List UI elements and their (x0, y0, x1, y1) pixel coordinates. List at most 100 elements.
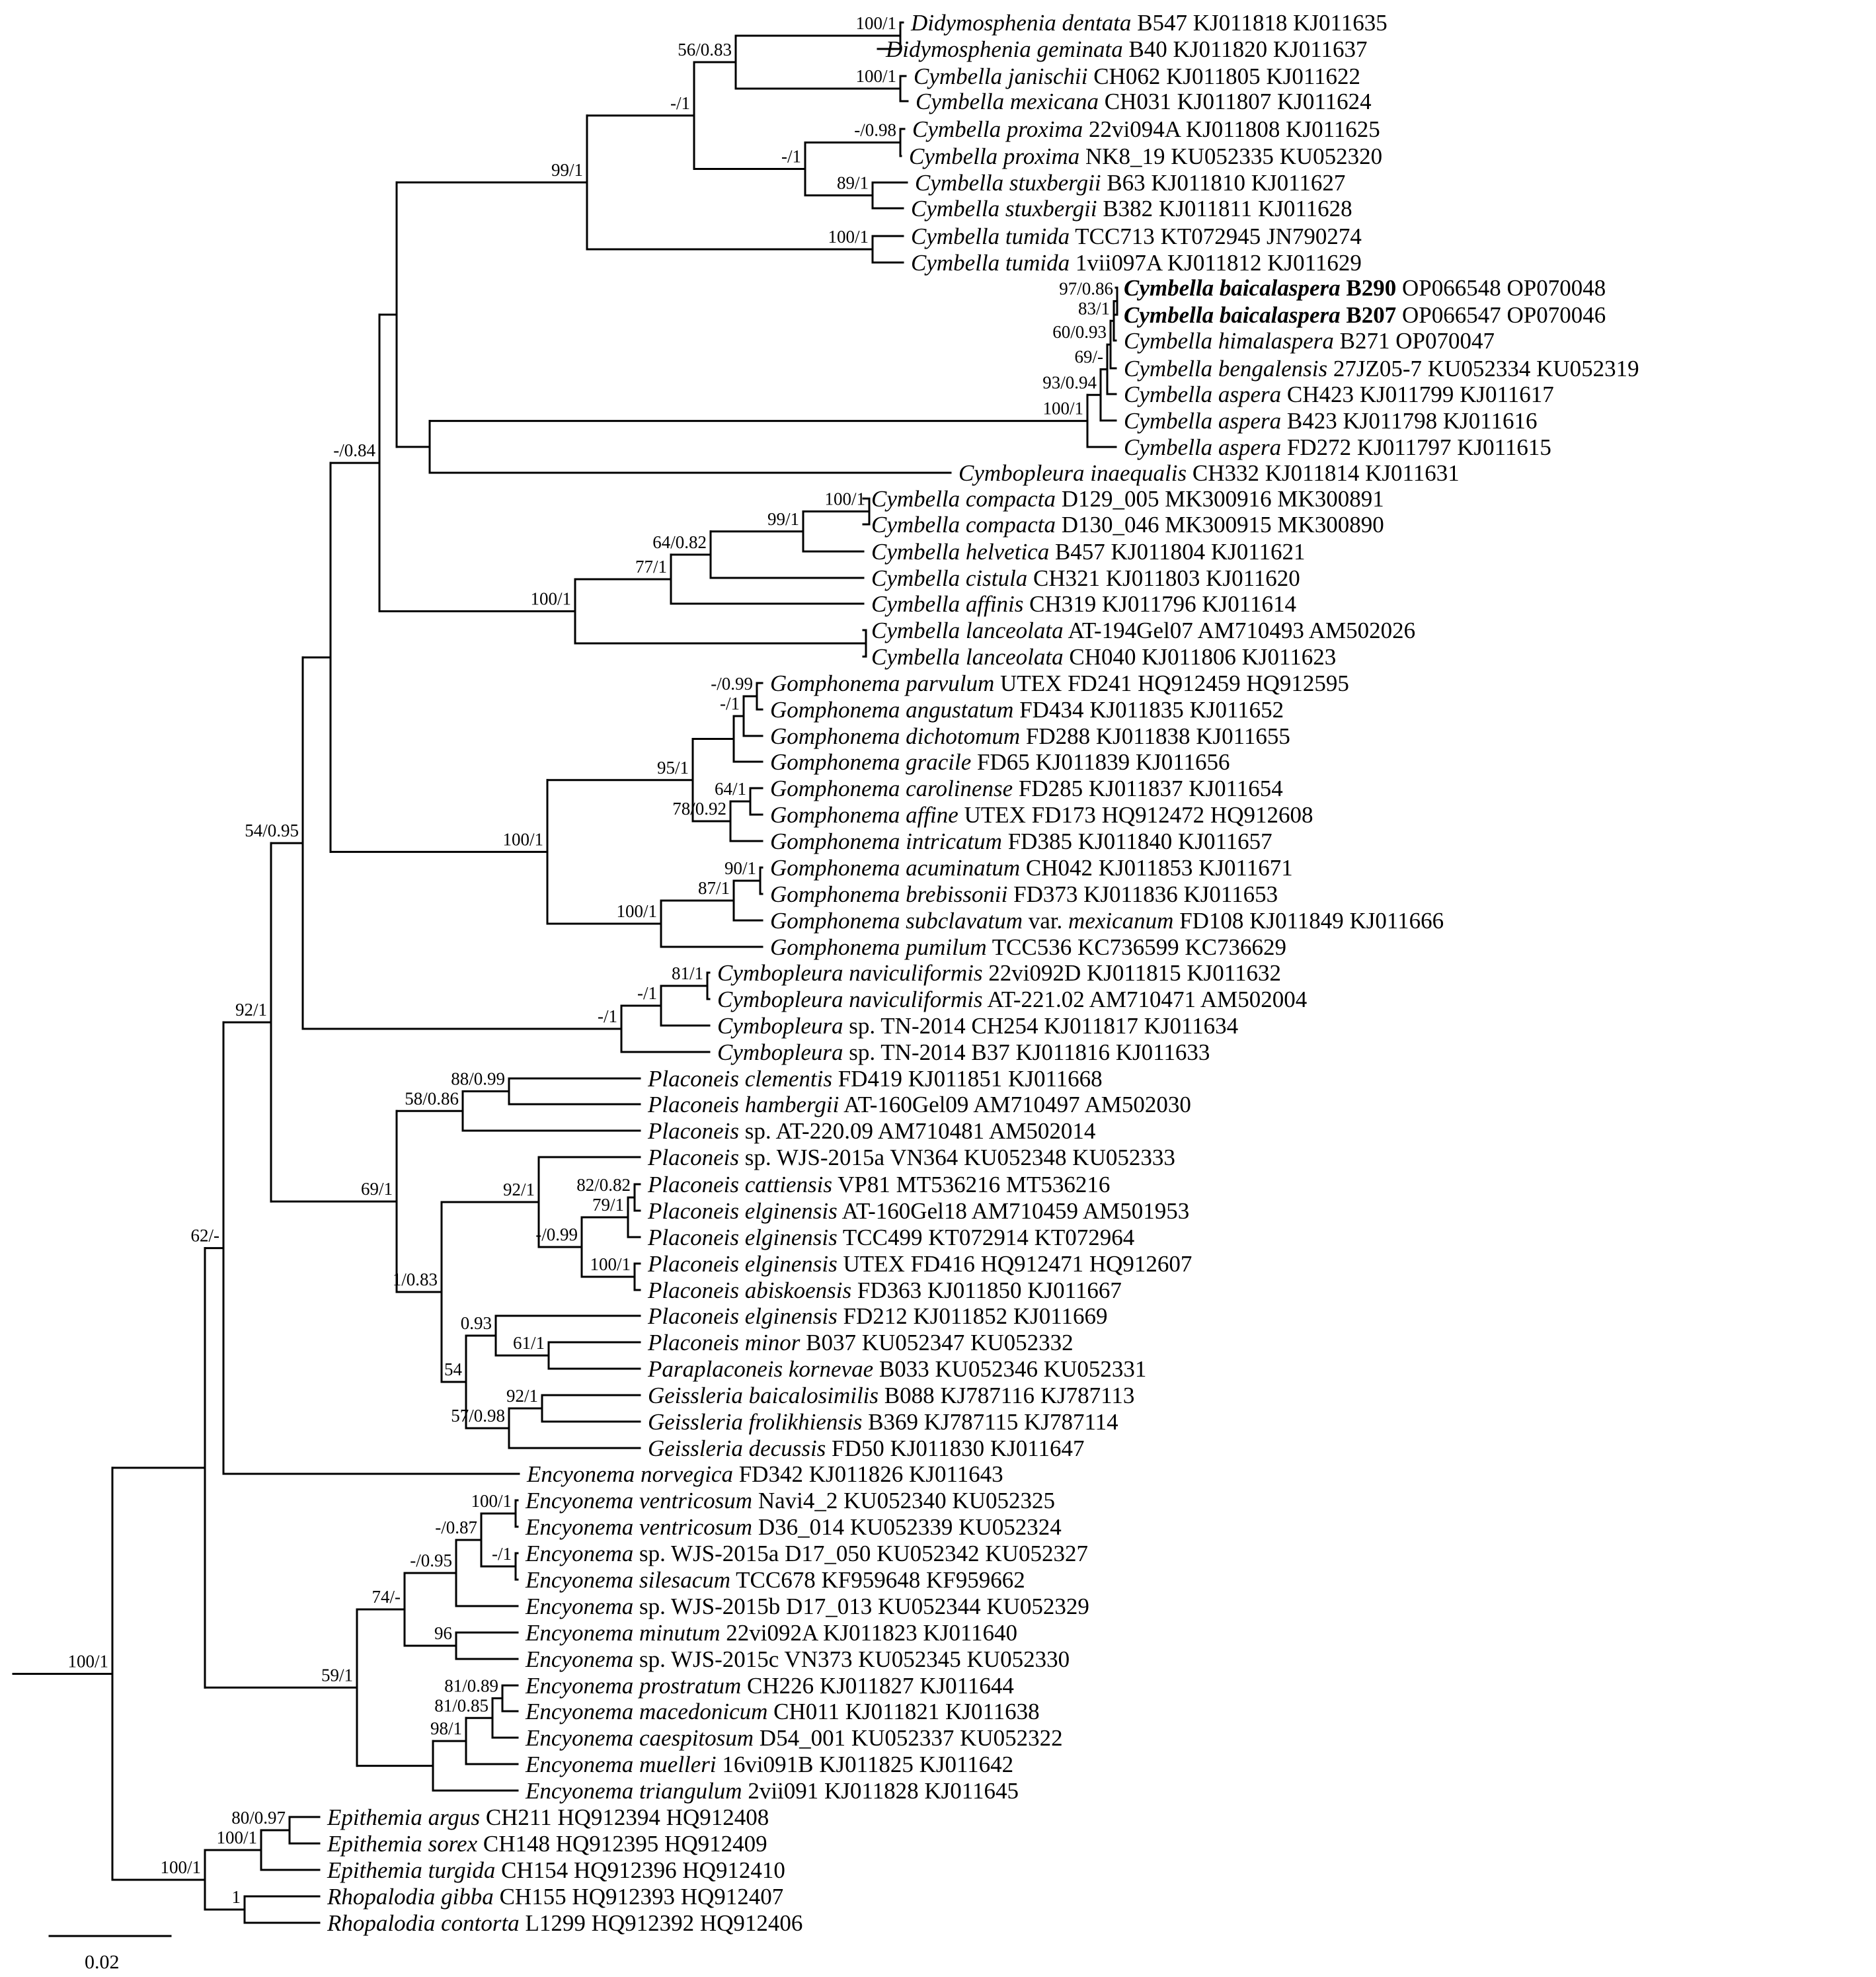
taxon-label: Gomphonema intricatum FD385 KJ011840 KJ0… (770, 828, 1272, 854)
taxon-name: Gomphonema affine (770, 802, 958, 828)
taxon-label: Cymbella compacta D130_046 MK300915 MK30… (871, 512, 1384, 538)
taxon-name: Didymosphenia geminata (885, 36, 1123, 62)
taxon-accession: CH042 KJ011853 KJ011671 (1020, 855, 1293, 881)
support-value: 100/1 (855, 66, 896, 86)
taxon-accession: 2vii091 KJ011828 KJ011645 (742, 1778, 1019, 1804)
support-value: 100/1 (824, 489, 865, 509)
taxon-accession: D54_001 KU052337 KU052322 (754, 1725, 1063, 1751)
taxon-accession: CH011 KJ011821 KJ011638 (767, 1699, 1039, 1724)
taxon-name: Cymbella stuxbergii (915, 170, 1101, 196)
taxon-label: Gomphonema acuminatum CH042 KJ011853 KJ0… (770, 855, 1293, 881)
taxon-label: Encyonema triangulum 2vii091 KJ011828 KJ… (525, 1778, 1019, 1804)
taxon-name: Placoneis cattiensis (647, 1172, 832, 1197)
taxon-name: Encyonema norvegica (526, 1461, 733, 1487)
taxon-label: Cymbella himalaspera B271 OP070047 (1124, 328, 1495, 354)
support-value: -/1 (781, 147, 801, 167)
taxon-accession: FD434 KJ011835 KJ011652 (1013, 697, 1284, 723)
taxon-accession-extra: OP066548 OP070048 (1396, 275, 1606, 301)
taxon-name: Encyonema (525, 1594, 633, 1619)
taxon-accession: B369 KJ787115 KJ787114 (862, 1409, 1118, 1435)
taxon-accession: AT-194Gel07 AM710493 AM502026 (1064, 618, 1416, 643)
taxon-accession: CH321 KJ011803 KJ011620 (1027, 565, 1300, 591)
taxon-name: Gomphonema intricatum (770, 828, 1002, 854)
taxon-label: Cymbella bengalensis 27JZ05-7 KU052334 K… (1124, 356, 1639, 382)
support-value: 64/0.82 (652, 532, 707, 552)
taxon-accession: D36_014 KU052339 KU052324 (752, 1514, 1062, 1540)
support-value: 61/1 (513, 1333, 545, 1353)
taxon-name: Geissleria frolikhiensis (648, 1409, 862, 1435)
taxon-label: Gomphonema dichotomum FD288 KJ011838 KJ0… (770, 723, 1290, 749)
taxon-label: Cymbopleura sp. TN-2014 CH254 KJ011817 K… (717, 1013, 1238, 1039)
support-value: -/0.99 (535, 1225, 578, 1244)
taxon-label: Gomphonema gracile FD65 KJ011839 KJ01165… (770, 749, 1230, 775)
taxon-name: Epithemia sorex (327, 1831, 478, 1857)
taxon-label: Cymbella baicalaspera B290 OP066548 OP07… (1124, 275, 1606, 301)
support-value: 87/1 (698, 878, 730, 898)
taxon-name: Cymbella helvetica (871, 539, 1049, 565)
support-value: 100/1 (590, 1254, 631, 1274)
taxon-label: Cymbella janischii CH062 KJ011805 KJ0116… (914, 63, 1360, 89)
support-value: 100/1 (67, 1651, 108, 1671)
taxon-label: Encyonema ventricosum D36_014 KU052339 K… (525, 1514, 1062, 1540)
taxon-accession: sp. TN-2014 CH254 KJ011817 KJ011634 (843, 1013, 1239, 1039)
taxon-label: Cymbella tumida 1vii097A KJ011812 KJ0116… (911, 250, 1362, 276)
taxon-label: Placoneis elginensis UTEX FD416 HQ912471… (647, 1251, 1192, 1277)
support-value: -/1 (598, 1006, 617, 1026)
taxon-label: Cymbella mexicana CH031 KJ011807 KJ01162… (916, 89, 1372, 114)
support-value: 92/1 (235, 1000, 267, 1020)
taxon-labels: Didymosphenia dentata B547 KJ011818 KJ01… (327, 10, 1639, 1936)
taxon-accession: sp. WJS-2015c VN373 KU052345 KU052330 (633, 1646, 1070, 1672)
taxon-name: Didymosphenia dentata (910, 10, 1131, 36)
support-value: 83/1 (1078, 298, 1110, 318)
taxon-name: Encyonema caespitosum (525, 1725, 754, 1751)
taxon-label: Cymbella stuxbergii B382 KJ011811 KJ0116… (911, 196, 1352, 222)
support-value: -/0.84 (333, 440, 375, 460)
taxon-label: Rhopalodia contorta L1299 HQ912392 HQ912… (327, 1910, 802, 1936)
support-value: -/1 (492, 1544, 512, 1564)
support-value: 100/1 (855, 13, 896, 33)
taxon-name: Placoneis elginensis (647, 1303, 838, 1329)
taxon-name: Gomphonema pumilum (770, 934, 987, 960)
taxon-label: Rhopalodia gibba CH155 HQ912393 HQ912407 (327, 1884, 783, 1910)
support-value: 81/0.85 (434, 1695, 489, 1715)
support-value: 100/1 (616, 901, 657, 921)
taxon-name: Gomphonema parvulum (770, 670, 994, 696)
support-value: 69/- (1075, 347, 1104, 367)
taxon-name: Geissleria decussis (648, 1435, 826, 1461)
taxon-label: Encyonema caespitosum D54_001 KU052337 K… (525, 1725, 1063, 1751)
taxon-accession: AT-221.02 AM710471 AM502004 (983, 987, 1308, 1012)
taxon-accession: TCC713 KT072945 JN790274 (1070, 223, 1362, 249)
taxon-name: Cymbella proxima (912, 116, 1083, 142)
taxon-accession: CH062 KJ011805 KJ011622 (1087, 63, 1360, 89)
taxon-accession: B63 KJ011810 KJ011627 (1101, 170, 1346, 196)
taxon-name: Encyonema ventricosum (525, 1488, 752, 1513)
support-value: 100/1 (1042, 399, 1083, 419)
support-value: 74/- (372, 1587, 401, 1607)
taxon-label: Placoneis sp. AT-220.09 AM710481 AM50201… (647, 1118, 1095, 1144)
support-value: 90/1 (724, 858, 756, 878)
taxon-name: Cymbella bengalensis (1124, 356, 1327, 382)
taxon-accession-extra: FD108 KJ011849 KJ011666 (1173, 908, 1444, 934)
taxon-name: Gomphonema subclavatum (770, 908, 1023, 934)
taxon-accession: L1299 HQ912392 HQ912406 (520, 1910, 803, 1936)
taxon-label: Encyonema minutum 22vi092A KJ011823 KJ01… (525, 1620, 1017, 1646)
support-values: 100/1 100/1 56/0.83 -/0.98 89/1 -/1 -/1 100/1 99… (67, 13, 1113, 1907)
taxon-accession: CH155 HQ912393 HQ912407 (494, 1884, 783, 1910)
taxon-name: Cymbella lanceolata (871, 644, 1064, 670)
support-value: 69/1 (361, 1179, 393, 1199)
taxon-label: Cymbopleura inaequalis CH332 KJ011814 KJ… (958, 460, 1460, 486)
taxon-accession: CH226 KJ011827 KJ011644 (741, 1673, 1014, 1699)
taxon-label: Cymbella lanceolata CH040 KJ011806 KJ011… (871, 644, 1336, 670)
support-value: -/0.98 (854, 120, 896, 140)
taxon-accession: FD272 KJ011797 KJ011615 (1281, 434, 1551, 460)
support-value: 81/0.89 (444, 1676, 498, 1696)
taxon-accession: CH319 KJ011796 KJ011614 (1023, 591, 1296, 617)
taxon-name: Geissleria baicalosimilis (648, 1383, 879, 1408)
taxon-name: Cymbella aspera (1124, 434, 1281, 460)
support-value: -/0.95 (410, 1551, 452, 1570)
taxon-label: Cymbopleura naviculiformis AT-221.02 AM7… (717, 987, 1307, 1012)
taxon-name: Cymbella affinis (871, 591, 1023, 617)
support-value: 58/0.86 (405, 1088, 459, 1108)
taxon-name: Gomphonema gracile (770, 749, 971, 775)
taxon-label: Cymbopleura naviculiformis 22vi092D KJ01… (717, 960, 1281, 986)
